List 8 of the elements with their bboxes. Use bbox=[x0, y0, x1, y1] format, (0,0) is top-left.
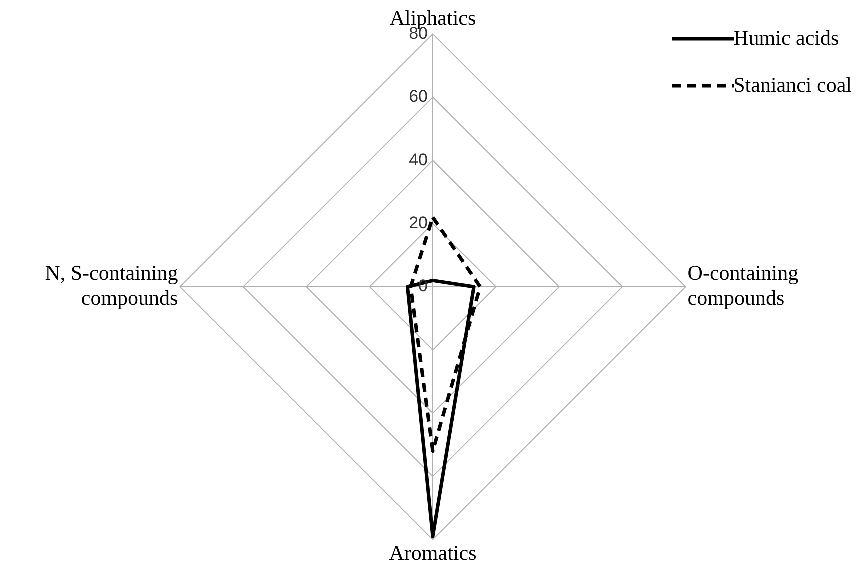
y-tick-label: 60 bbox=[409, 87, 428, 106]
spoke-label: Aromatics bbox=[389, 540, 477, 565]
spoke-label: O-containing compounds bbox=[688, 260, 800, 310]
legend-label: Stanianci coal bbox=[734, 73, 852, 98]
legend-label: Humic acids bbox=[734, 26, 840, 51]
y-tick-label: 40 bbox=[409, 150, 428, 170]
y-tick-label: 20 bbox=[409, 213, 428, 232]
spoke-label: N, S-containing compounds bbox=[45, 260, 179, 310]
